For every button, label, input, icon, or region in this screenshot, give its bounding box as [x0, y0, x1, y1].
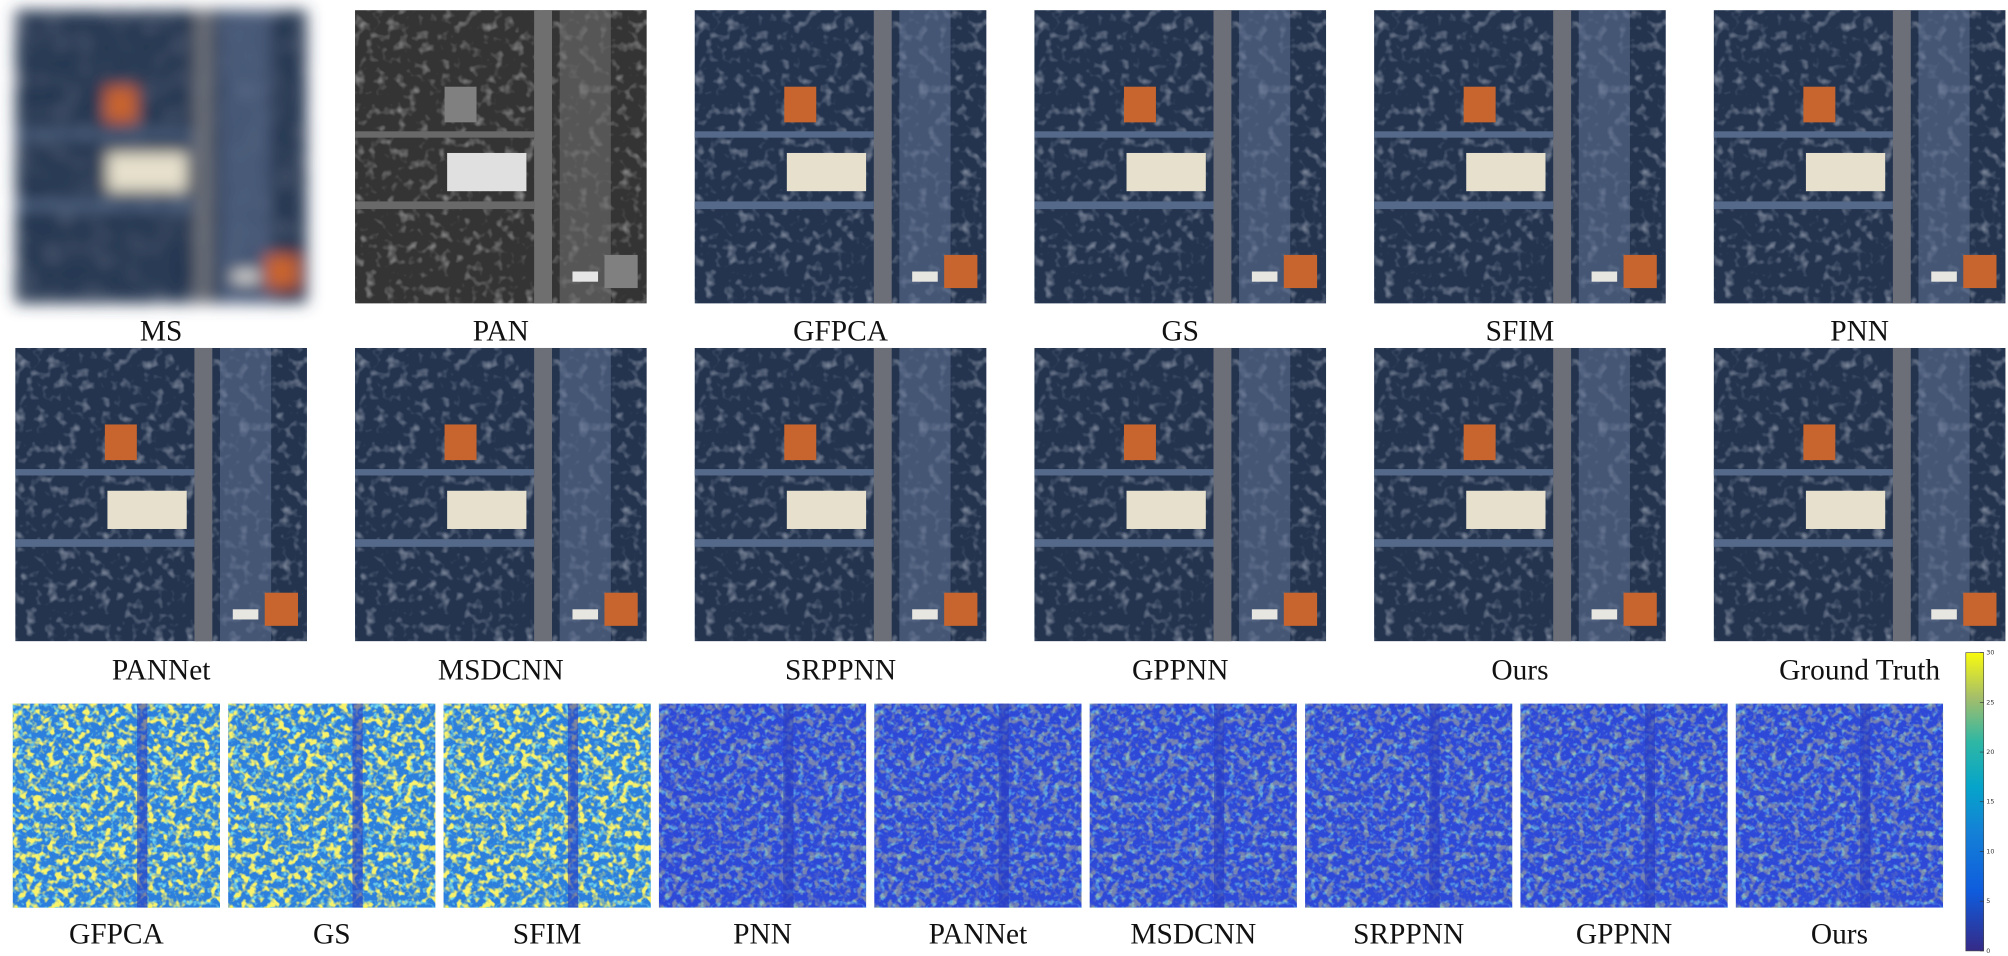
error-map-highlight: [1520, 703, 1728, 908]
panel-label: GS: [1161, 316, 1199, 348]
panel-label: PNN: [733, 919, 792, 951]
image-panel: [15, 348, 307, 641]
error-map-road: [1644, 703, 1656, 908]
image-panel: [1374, 348, 1666, 641]
colorbar-tick-label: 10: [1986, 847, 1994, 855]
error-map: [228, 703, 436, 908]
image-panel: [15, 10, 307, 303]
image-panel: [355, 348, 647, 641]
image-panel: [355, 10, 647, 303]
satellite-image: [1714, 348, 2006, 641]
panel-label: SRPPNN: [785, 655, 896, 687]
error-map-road: [567, 703, 579, 908]
satellite-image: [355, 10, 647, 303]
error-map-road: [1429, 703, 1440, 908]
satellite-image: [1374, 10, 1666, 303]
error-map-road: [783, 703, 794, 908]
colorbar-tick-label: 15: [1986, 798, 1994, 806]
panel-label: Ours: [1811, 919, 1868, 951]
satellite-image: [15, 10, 307, 303]
error-map: [443, 703, 651, 908]
satellite-image: [15, 348, 307, 641]
panel-label: PANNet: [929, 919, 1028, 951]
panel-label: GFPCA: [69, 919, 164, 951]
image-panel: [1714, 10, 2006, 303]
panel-label: PNN: [1830, 316, 1889, 348]
panel-label: GPPNN: [1576, 919, 1672, 951]
error-map-highlight: [658, 703, 867, 908]
satellite-image: [1714, 10, 2006, 303]
panel-label: SFIM: [513, 919, 582, 951]
error-map-road: [352, 703, 363, 908]
satellite-image: [1374, 348, 1666, 641]
panel-label: MSDCNN: [1130, 919, 1256, 951]
satellite-image: [1034, 10, 1326, 303]
error-map: [658, 703, 867, 908]
error-map-highlight: [874, 703, 1082, 908]
panel-label: SRPPNN: [1353, 919, 1464, 951]
colorbar-tick-label: 5: [1986, 897, 1990, 905]
image-panel: [695, 348, 987, 641]
colorbar-tick-label: 30: [1986, 649, 1994, 657]
image-panel: [695, 10, 987, 303]
satellite-image: [355, 348, 647, 641]
satellite-image: [1034, 348, 1326, 641]
panel-label: PAN: [473, 316, 529, 348]
image-panel: [1374, 10, 1666, 303]
image-panel: [1714, 348, 2006, 641]
colorbar-tick-label: 0: [1986, 947, 1990, 955]
satellite-image: [695, 348, 987, 641]
error-map-road: [137, 703, 148, 908]
panel-label: MSDCNN: [438, 655, 564, 687]
panel-label: PANNet: [112, 655, 211, 687]
image-panel: [1034, 10, 1326, 303]
error-map: [874, 703, 1082, 908]
error-map: [1089, 703, 1297, 908]
error-map: [12, 703, 220, 908]
error-map-highlight: [1735, 703, 1944, 908]
panel-label: GFPCA: [793, 316, 888, 348]
error-map-road: [1860, 703, 1871, 908]
panel-label: SFIM: [1486, 316, 1555, 348]
error-map: [1305, 703, 1513, 908]
error-map: [1735, 703, 1944, 908]
error-map: [1520, 703, 1728, 908]
error-map-highlight: [443, 703, 651, 908]
error-map-road: [998, 703, 1009, 908]
error-map-highlight: [228, 703, 436, 908]
panel-label: MS: [140, 316, 183, 348]
error-map-highlight: [1305, 703, 1513, 908]
colorbar-tick-label: 20: [1986, 748, 1994, 756]
panel-label: GS: [313, 919, 351, 951]
image-panel: [1034, 348, 1326, 641]
error-map-highlight: [12, 703, 220, 908]
error-map-highlight: [1089, 703, 1297, 908]
panel-label: Ours: [1491, 655, 1548, 687]
colorbar-tick-label: 25: [1986, 698, 1994, 706]
error-map-road: [1214, 703, 1225, 908]
panel-label: GPPNN: [1132, 655, 1228, 687]
panel-label: Ground Truth: [1779, 655, 1940, 687]
satellite-image: [695, 10, 987, 303]
